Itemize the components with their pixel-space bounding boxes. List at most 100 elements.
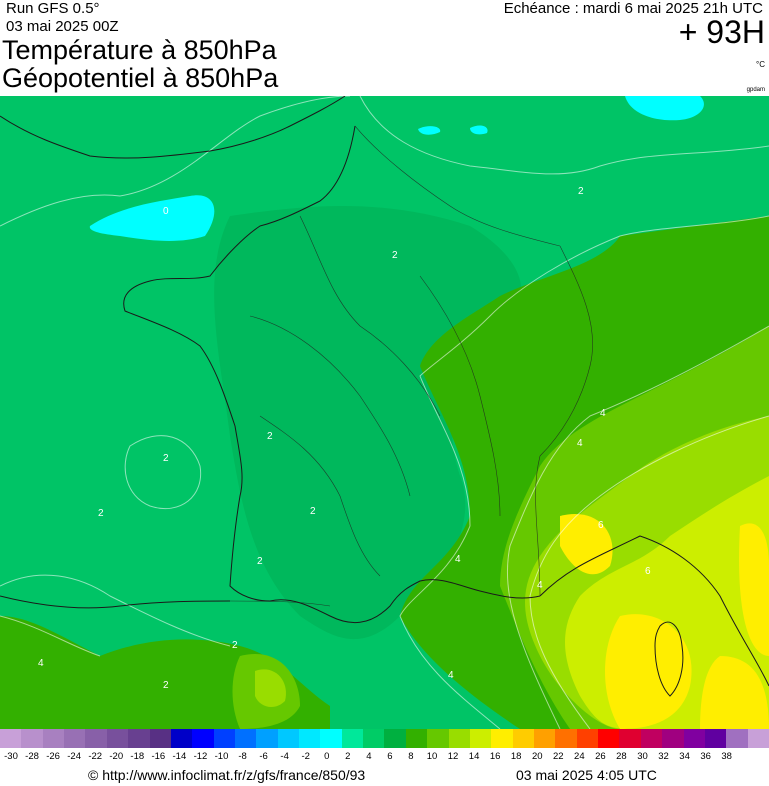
isotherm-2 [0, 574, 231, 647]
color-scale-tick-label: 4 [366, 751, 372, 762]
contour-label: 4 [537, 580, 543, 591]
border-line [249, 315, 411, 497]
border-line [259, 415, 381, 577]
color-scale-cell [64, 729, 86, 748]
map-title-temperature: Température à 850hPa [2, 35, 277, 65]
contour-label: 2 [163, 453, 169, 464]
field-0c [89, 195, 215, 241]
credit-label: gpdam [746, 87, 765, 93]
contour-label: 0 [163, 206, 169, 217]
color-scale-tick-label: 6 [387, 751, 393, 762]
color-scale-tick-label: -14 [172, 751, 187, 762]
color-scale-tick-label: -22 [88, 751, 103, 762]
color-scale-cell [726, 729, 748, 748]
color-scale-cell [192, 729, 214, 748]
color-scale-cell [234, 729, 257, 748]
color-scale-tick-label: -30 [4, 751, 18, 762]
color-scale-cell [299, 729, 321, 748]
color-scale-tick-label: -6 [259, 751, 268, 762]
contour-label: 2 [163, 680, 169, 691]
color-scale-cell [21, 729, 43, 748]
color-scale-tick-label: 18 [510, 751, 522, 762]
color-scale-tick-label: 20 [531, 751, 543, 762]
color-scale-cell [683, 729, 705, 748]
color-scale-cell [448, 729, 470, 748]
color-scale-tick-label: 38 [721, 751, 732, 762]
color-scale-tick-label: 0 [324, 751, 330, 762]
field-0c [418, 126, 441, 135]
color-scale-cell [555, 729, 577, 748]
contour-label: 2 [310, 506, 316, 517]
isotherm-lines [0, 96, 769, 729]
borders [229, 125, 593, 607]
field-0c [625, 96, 704, 121]
color-scale-cell [42, 729, 65, 748]
contour-label: 2 [232, 640, 238, 651]
color-scale-tick-label: -8 [238, 751, 247, 762]
contour-label: 2 [98, 508, 104, 519]
field-2-4c [214, 206, 522, 640]
color-scale-cell [747, 729, 769, 748]
color-scale-cell [640, 729, 663, 748]
field-12c [605, 614, 692, 729]
contour-labels: 0 2 2 2 2 2 2 2 2 2 4 4 4 4 4 4 6 6 [38, 186, 651, 691]
color-scale-tick-label: -28 [25, 751, 39, 762]
coastline-corsica [654, 621, 684, 697]
unit-label: °C [756, 60, 765, 69]
contour-label: 2 [578, 186, 584, 197]
contour-label: 2 [257, 556, 263, 567]
color-scale-cell [128, 729, 150, 748]
field-12c [700, 656, 769, 729]
color-scale-tick-label: 14 [468, 751, 480, 762]
color-scale-cell [363, 729, 385, 748]
color-scale-tick-label: -20 [109, 751, 124, 762]
field-0c [470, 125, 488, 135]
contour-label: 4 [600, 408, 606, 419]
color-scale-tick-label: 10 [426, 751, 438, 762]
color-scale-cell [170, 729, 193, 748]
color-scale-tick-label: -4 [280, 751, 289, 762]
color-scale-tick-label: 30 [637, 751, 648, 762]
color-scale-cell [469, 729, 492, 748]
isotherm-2 [0, 96, 351, 227]
field-8c [255, 669, 286, 708]
coastline-italy [539, 535, 769, 687]
color-scale-tick-label: -10 [214, 751, 229, 762]
color-scale-tick-label: -16 [151, 751, 166, 762]
color-scale-tick-label: -2 [301, 751, 310, 762]
contour-label: 4 [455, 554, 461, 565]
color-scale-tick-label: -24 [67, 751, 82, 762]
run-date-label: 03 mai 2025 00Z [6, 18, 119, 35]
color-scale-cell [277, 729, 300, 748]
color-scale-cell [149, 729, 171, 748]
color-scale-tick-label: 22 [553, 751, 564, 762]
color-scale-tick-label: -12 [193, 751, 208, 762]
forecast-valid-time: Echéance : mardi 6 mai 2025 21h UTC [503, 0, 763, 17]
color-scale-ticks: -30 -28 -26 -24 -22 -20 -18 -16 -14 -12 -10 -8 -6 -4-… [0, 751, 769, 765]
color-scale-tick-label: 24 [574, 751, 585, 762]
isotherm-6 [507, 325, 769, 729]
isotherm-8 [529, 415, 769, 729]
color-scale-cell [0, 729, 22, 748]
contour-label: 4 [38, 658, 44, 669]
color-scale-cell [662, 729, 684, 748]
color-scale-cell [106, 729, 129, 748]
contour-label: 6 [645, 566, 651, 577]
model-run-label: Run GFS 0.5° [6, 0, 100, 17]
isotherm-2 [124, 435, 202, 510]
color-scale-cell [491, 729, 513, 748]
color-scale-tick-label: 16 [489, 751, 501, 762]
border-line [229, 600, 331, 607]
border-line [299, 215, 441, 417]
isotherm-4 [0, 615, 101, 657]
contour-label: 6 [598, 520, 604, 531]
color-scale-cell [85, 729, 107, 748]
coastline-france [123, 125, 541, 624]
color-scale-tick-label: 36 [700, 751, 711, 762]
color-scale-cell [405, 729, 428, 748]
color-scale-cell [576, 729, 599, 748]
coastlines [0, 96, 769, 697]
contour-label: 4 [448, 670, 454, 681]
generated-timestamp: 03 mai 2025 4:05 UTC [516, 767, 657, 783]
color-scale-tick-label: -26 [46, 751, 60, 762]
